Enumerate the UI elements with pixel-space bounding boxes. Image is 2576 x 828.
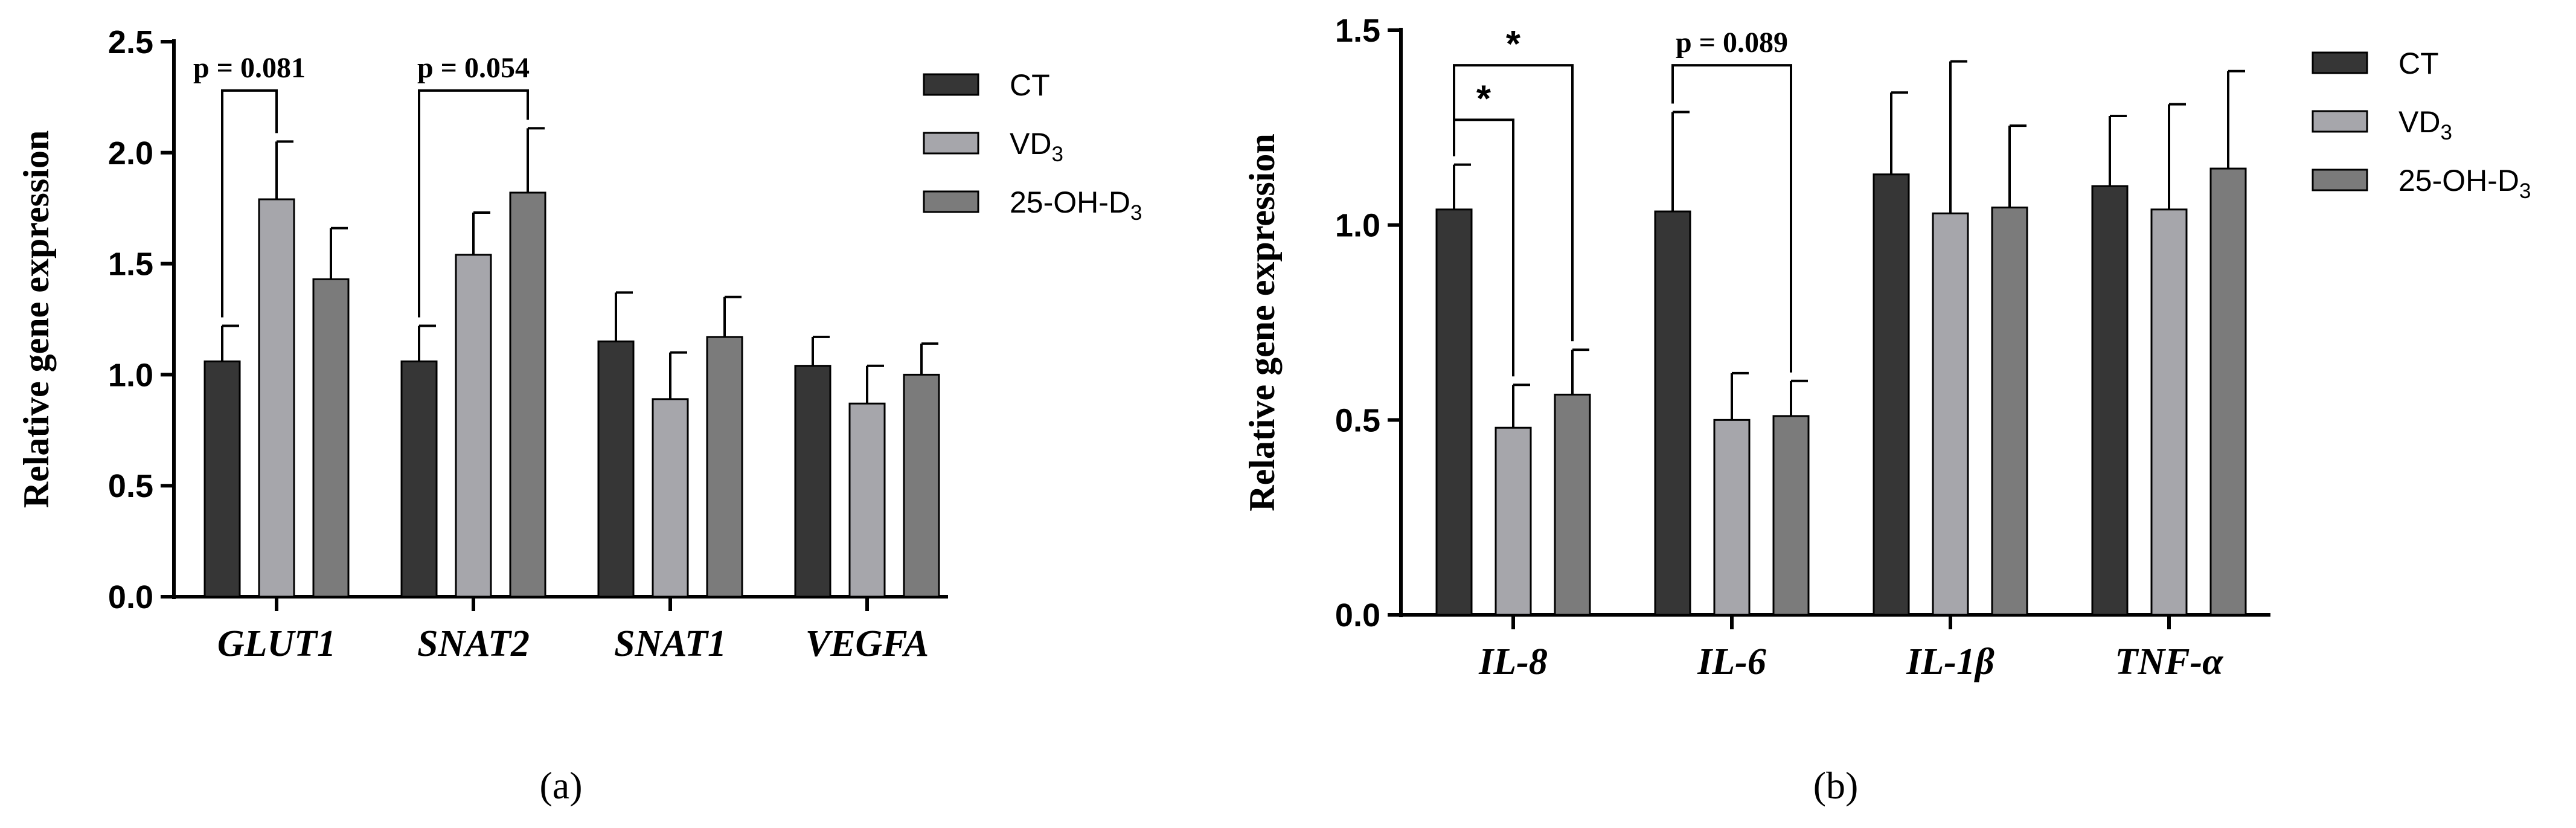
bar	[1772, 415, 1810, 616]
legend-label-subscript: 3	[2519, 179, 2531, 203]
legend-swatch	[2312, 168, 2368, 191]
bar	[597, 340, 635, 598]
bar	[400, 360, 438, 598]
bar	[1495, 426, 1532, 616]
category-label: VEGFA	[806, 623, 929, 664]
significance-label: p = 0.054	[417, 52, 530, 84]
bar	[706, 336, 743, 598]
significance-label: *	[1476, 78, 1491, 120]
legend-label-base: VD	[2398, 105, 2440, 139]
y-tick-label: 2.5	[108, 24, 153, 60]
bar	[203, 360, 241, 598]
significance-bracket	[221, 89, 278, 318]
bar	[1554, 393, 1591, 616]
significance-label: p = 0.089	[1676, 27, 1788, 59]
legend-swatch	[2312, 110, 2368, 133]
y-tick-label: 2.0	[108, 135, 153, 172]
bar	[2209, 167, 2247, 616]
panel-a: 0.0 0.5 1.0 1.5 2.0 2.5 Relative gene expressi…	[16, 24, 1142, 807]
y-tick-label: 0.0	[1335, 597, 1380, 634]
category-label: GLUT1	[217, 623, 336, 664]
significance-bracket	[1453, 64, 1574, 342]
panel-b: 0.0 0.5 1.0 1.5 Relative gene expression IL-8…	[1242, 13, 2531, 807]
significance-bracket	[1671, 64, 1792, 373]
legend-label: VD3	[2398, 105, 2452, 144]
bar	[794, 365, 831, 598]
bar	[2091, 185, 2129, 616]
legend-label-base: VD	[1010, 127, 1051, 161]
legend-label: VD3	[1010, 127, 1063, 166]
panel-label: (b)	[1813, 764, 1859, 807]
legend-label-subscript: 3	[1051, 143, 1063, 166]
bar	[1932, 212, 1969, 616]
bar	[848, 402, 886, 598]
y-axis-title: Relative gene expression	[16, 130, 56, 508]
category-label: SNAT1	[614, 623, 726, 664]
panel-label: (a)	[539, 764, 582, 807]
bar	[258, 198, 295, 598]
legend-label-base: 25-OH-D	[2398, 164, 2519, 197]
legend-label: CT	[1010, 68, 1050, 102]
bar	[1991, 207, 2028, 616]
bar	[903, 373, 940, 598]
legend-label-subscript: 3	[2440, 121, 2452, 144]
legend-label-base: CT	[2398, 47, 2439, 80]
legend-label: CT	[2398, 47, 2439, 80]
bar	[2150, 208, 2188, 616]
y-tick-label: 0.5	[108, 468, 153, 504]
significance-label: *	[1506, 24, 1521, 65]
legend-swatch	[923, 73, 979, 96]
category-label: SNAT2	[417, 623, 530, 664]
bar	[1435, 208, 1473, 616]
legend-swatch	[923, 132, 979, 155]
legend-label-subscript: 3	[1130, 201, 1142, 225]
legend-swatch	[923, 190, 979, 213]
legend-label: 25-OH-D3	[1010, 185, 1142, 225]
bar	[455, 254, 492, 598]
category-label: IL-8	[1478, 641, 1548, 682]
y-tick-label: 0.0	[108, 579, 153, 615]
bar	[1713, 419, 1751, 616]
bar	[1654, 210, 1691, 616]
legend-label: 25-OH-D3	[2398, 164, 2531, 203]
significance-label: p = 0.081	[193, 52, 306, 84]
y-axis-title: Relative gene expression	[1242, 133, 1282, 511]
y-tick-label: 1.5	[1335, 13, 1380, 49]
bar	[312, 278, 350, 598]
bar	[652, 398, 689, 598]
y-tick-label: 1.5	[108, 246, 153, 283]
legend-swatch	[2312, 51, 2368, 74]
bar	[509, 191, 546, 598]
category-label: IL-6	[1697, 641, 1766, 682]
legend-label-base: CT	[1010, 68, 1050, 102]
bar	[1873, 173, 1910, 616]
category-label: TNF-α	[2115, 641, 2225, 682]
y-tick-label: 1.0	[108, 357, 153, 393]
y-tick-label: 1.0	[1335, 208, 1380, 244]
category-label: IL-1β	[1906, 641, 1994, 682]
legend-label-base: 25-OH-D	[1010, 185, 1130, 219]
significance-bracket	[418, 89, 529, 318]
y-tick-label: 0.5	[1335, 402, 1380, 438]
